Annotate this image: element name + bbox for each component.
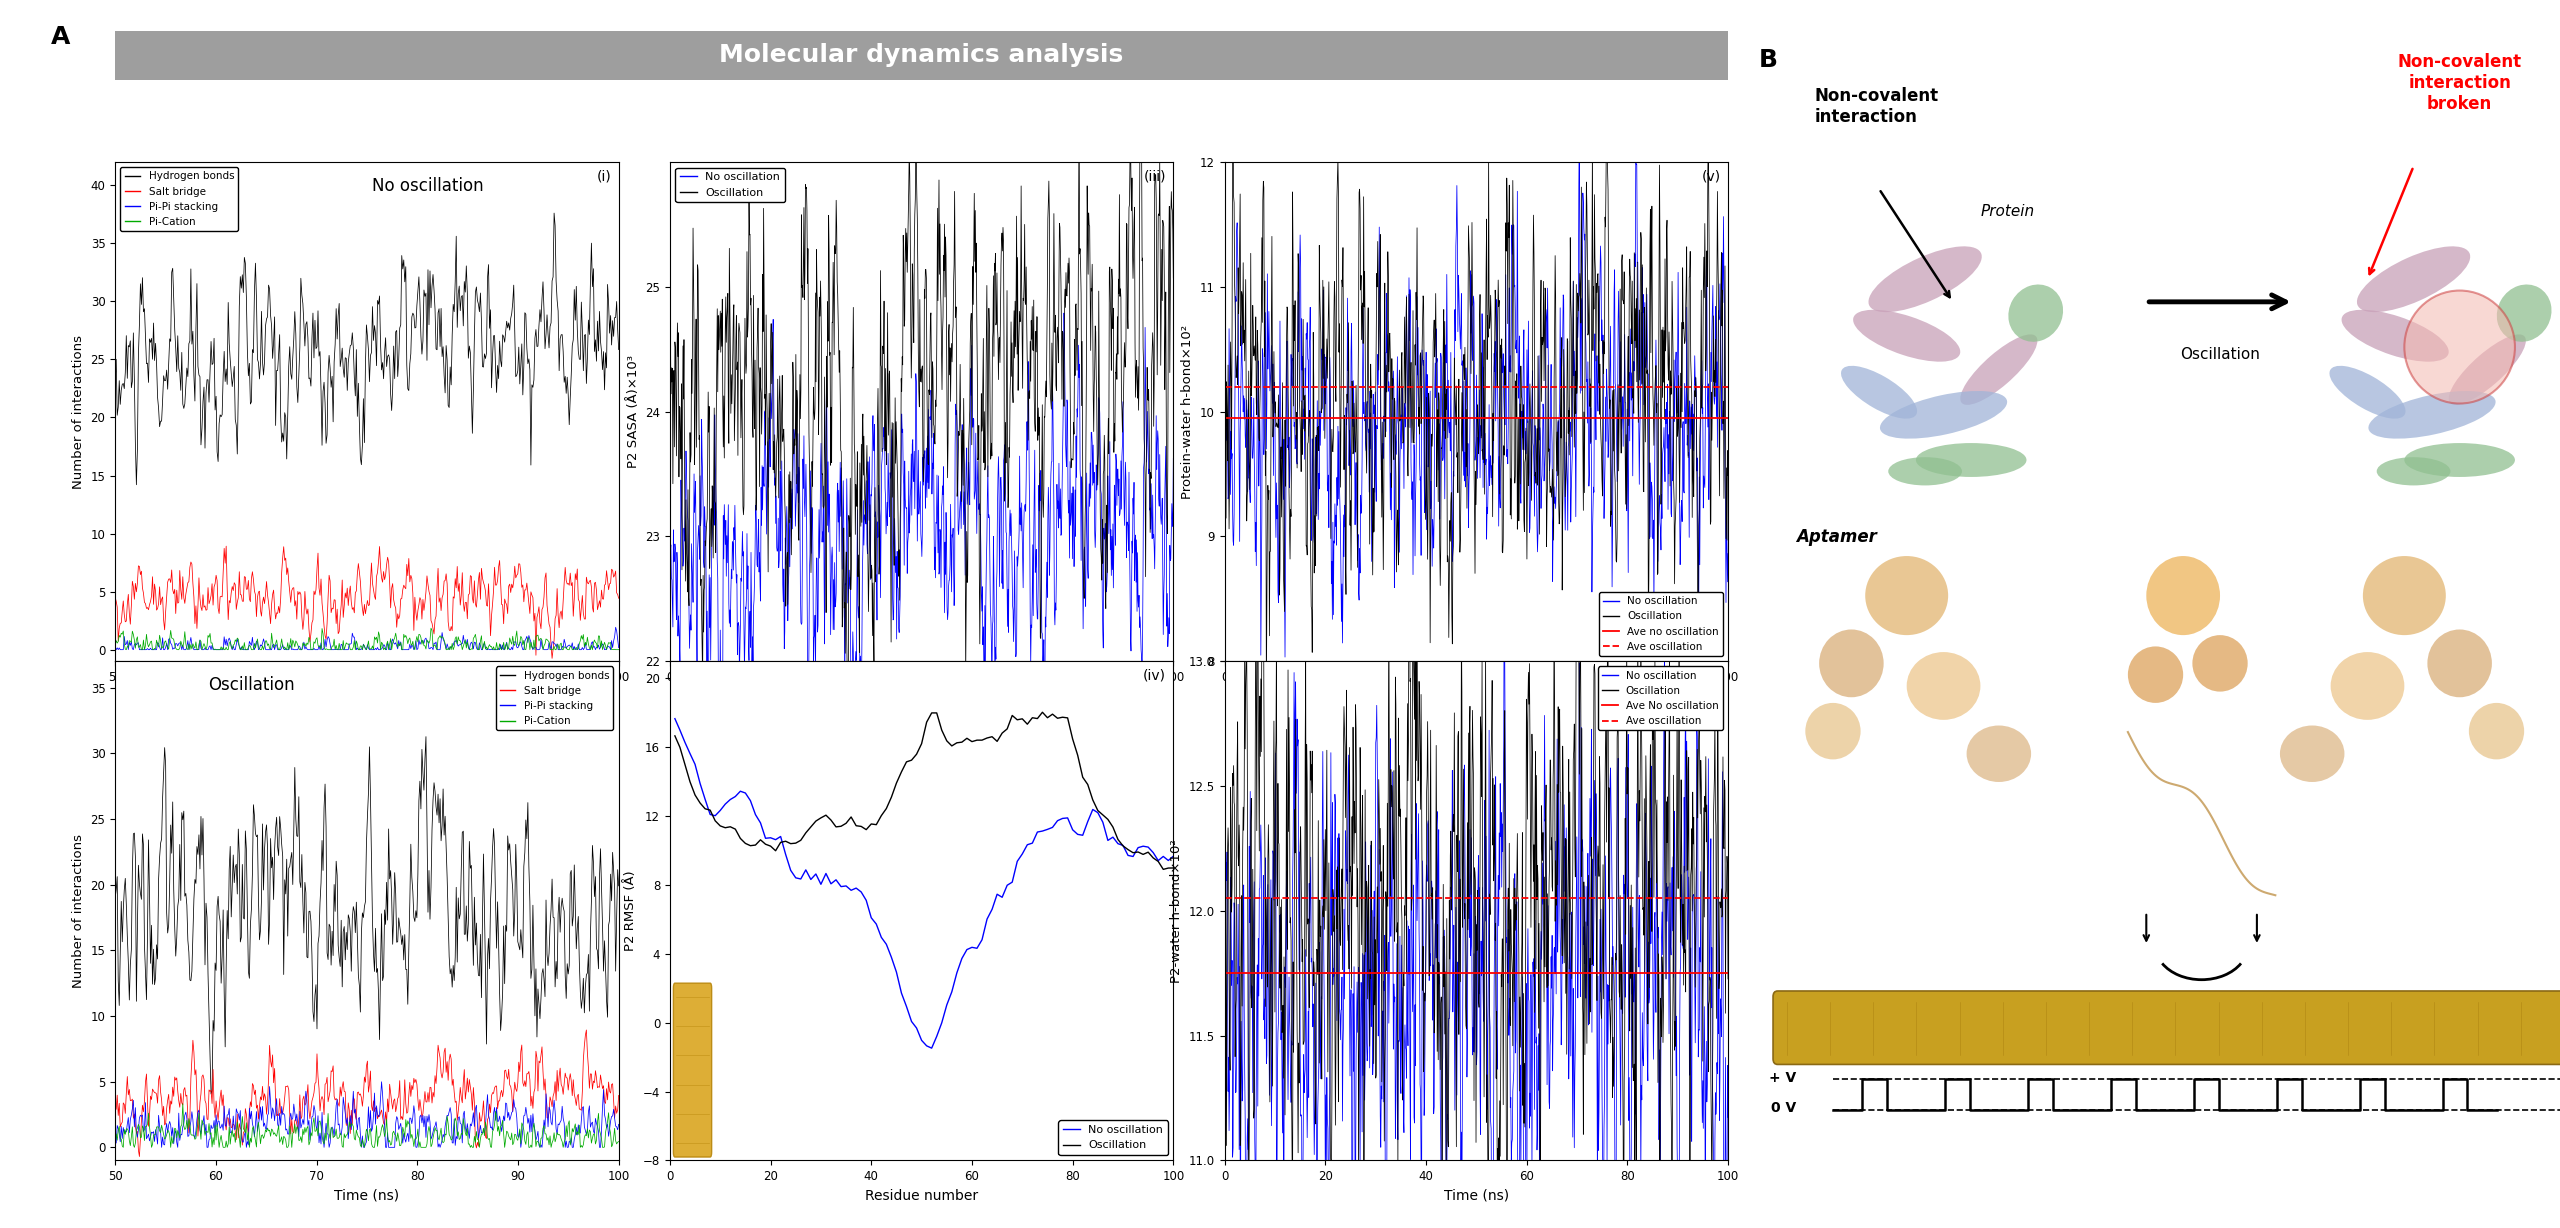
Text: Aptamer: Aptamer	[1797, 528, 1876, 545]
Ellipse shape	[2404, 291, 2514, 404]
X-axis label: Time (ns): Time (ns)	[888, 690, 955, 704]
Text: No oscillation: No oscillation	[371, 177, 484, 195]
Text: 0 V: 0 V	[1772, 1102, 1797, 1115]
Ellipse shape	[1907, 652, 1981, 720]
Ellipse shape	[2363, 556, 2445, 635]
Ellipse shape	[2342, 309, 2450, 362]
Y-axis label: Number of interactions: Number of interactions	[72, 335, 84, 489]
Y-axis label: P2-water h-bond×10²: P2-water h-bond×10²	[1170, 839, 1183, 982]
Text: (iii): (iii)	[1144, 169, 1165, 183]
X-axis label: Time (ns): Time (ns)	[1444, 690, 1508, 704]
FancyBboxPatch shape	[1774, 991, 2560, 1065]
Ellipse shape	[1966, 726, 2030, 782]
Y-axis label: Protein-water h-bond×10²: Protein-water h-bond×10²	[1180, 324, 1196, 499]
X-axis label: Time (ns): Time (ns)	[1444, 1189, 1508, 1202]
Text: Molecular dynamics analysis: Molecular dynamics analysis	[719, 43, 1124, 68]
Legend: No oscillation, Oscillation: No oscillation, Oscillation	[1057, 1120, 1167, 1154]
Text: B: B	[1759, 48, 1779, 71]
Ellipse shape	[2281, 726, 2345, 782]
Text: (i): (i)	[596, 169, 612, 183]
Y-axis label: P2 SASA (Å)×10³: P2 SASA (Å)×10³	[627, 355, 640, 468]
Text: Oscillation: Oscillation	[207, 677, 294, 694]
Text: Non-covalent
interaction
broken: Non-covalent interaction broken	[2399, 53, 2522, 113]
Ellipse shape	[2010, 285, 2063, 341]
Text: (v): (v)	[1702, 169, 1720, 183]
Ellipse shape	[1866, 556, 1948, 635]
Ellipse shape	[2376, 457, 2450, 485]
X-axis label: Time (ns): Time (ns)	[335, 1189, 399, 1202]
Ellipse shape	[1879, 391, 2007, 438]
Ellipse shape	[2404, 443, 2514, 476]
X-axis label: Time (ns): Time (ns)	[335, 690, 399, 704]
Ellipse shape	[2468, 702, 2524, 759]
Y-axis label: Number of interactions: Number of interactions	[72, 834, 84, 987]
Ellipse shape	[1961, 334, 2038, 405]
Ellipse shape	[2496, 285, 2552, 341]
Text: Non-covalent
interaction: Non-covalent interaction	[1815, 87, 1938, 126]
Text: + V: + V	[1769, 1071, 1797, 1086]
Ellipse shape	[2330, 652, 2404, 720]
X-axis label: Residue number: Residue number	[865, 1189, 978, 1202]
Ellipse shape	[1889, 457, 1961, 485]
FancyBboxPatch shape	[673, 984, 712, 1157]
Ellipse shape	[2191, 635, 2248, 691]
Ellipse shape	[2330, 366, 2406, 419]
Ellipse shape	[2368, 391, 2496, 438]
Text: Oscillation: Oscillation	[2181, 348, 2260, 362]
Ellipse shape	[1805, 702, 1861, 759]
Ellipse shape	[2127, 646, 2184, 702]
Text: (iv): (iv)	[1142, 669, 1165, 683]
Text: A: A	[51, 25, 72, 49]
Ellipse shape	[2358, 247, 2470, 312]
Y-axis label: P2 RMSF (Å): P2 RMSF (Å)	[625, 871, 637, 952]
Text: (ii): (ii)	[591, 669, 612, 683]
Legend: Hydrogen bonds, Salt bridge, Pi-Pi stacking, Pi-Cation: Hydrogen bonds, Salt bridge, Pi-Pi stack…	[120, 167, 238, 231]
Ellipse shape	[1915, 443, 2028, 476]
Legend: No oscillation, Oscillation, Ave No oscillation, Ave oscillation: No oscillation, Oscillation, Ave No osci…	[1597, 667, 1723, 731]
Ellipse shape	[2427, 630, 2491, 698]
Ellipse shape	[1841, 366, 1917, 419]
Legend: No oscillation, Oscillation, Ave no oscillation, Ave oscillation: No oscillation, Oscillation, Ave no osci…	[1600, 592, 1723, 656]
Text: Protein: Protein	[1981, 204, 2035, 219]
Legend: No oscillation, Oscillation: No oscillation, Oscillation	[676, 168, 786, 203]
Ellipse shape	[1820, 630, 1884, 698]
Text: (vi): (vi)	[1697, 669, 1720, 683]
Ellipse shape	[1869, 247, 1981, 312]
Ellipse shape	[2450, 334, 2527, 405]
Ellipse shape	[2145, 556, 2220, 635]
Ellipse shape	[1853, 309, 1961, 362]
Legend: Hydrogen bonds, Salt bridge, Pi-Pi stacking, Pi-Cation: Hydrogen bonds, Salt bridge, Pi-Pi stack…	[497, 667, 614, 731]
